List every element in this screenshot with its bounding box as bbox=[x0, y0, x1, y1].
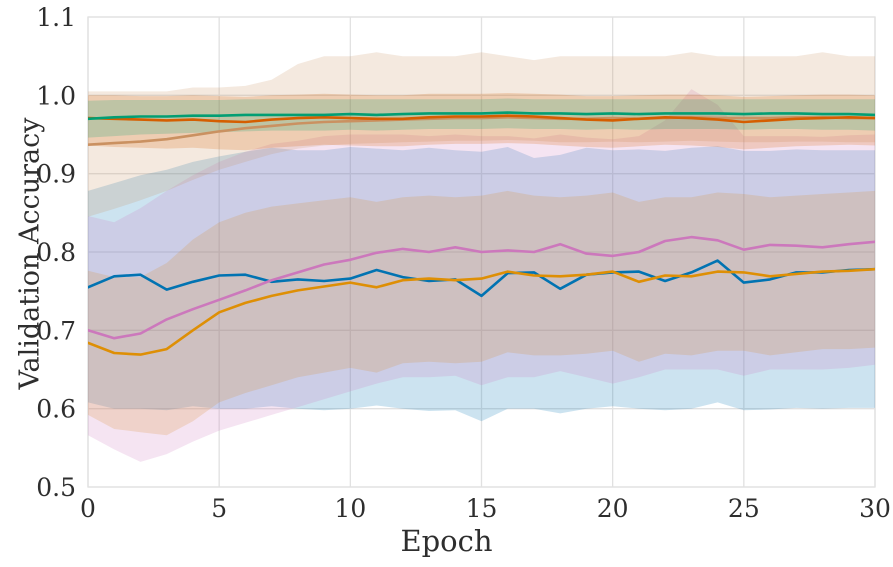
series-line-green bbox=[88, 111, 875, 121]
x-tick-label: 25 bbox=[728, 494, 760, 523]
series-line-amber bbox=[88, 267, 875, 356]
x-tick-label: 5 bbox=[211, 494, 227, 523]
plot-border bbox=[87, 16, 876, 488]
series-line-vermilion bbox=[88, 114, 875, 124]
series-band-sand bbox=[88, 52, 875, 217]
y-tick-label: 0.8 bbox=[36, 238, 76, 267]
series-lines bbox=[88, 111, 875, 356]
series-band-amber bbox=[88, 190, 875, 436]
series-band-blue bbox=[88, 146, 875, 422]
tick-labels: 0 5 10 15 20 25 30 0.5 0.6 0.7 0.8 0.9 1.0 1.1 bbox=[36, 3, 891, 523]
x-tick-label: 30 bbox=[859, 494, 891, 523]
series-band-vermilion bbox=[88, 93, 875, 151]
y-tick-label: 0.6 bbox=[36, 395, 76, 424]
series-line-pink bbox=[88, 235, 875, 340]
y-tick-label: 1.1 bbox=[36, 3, 76, 32]
series-band-pink bbox=[88, 89, 875, 462]
y-tick-label: 0.9 bbox=[36, 160, 76, 189]
x-tick-label: 15 bbox=[466, 494, 498, 523]
x-axis-label: Epoch bbox=[400, 524, 493, 558]
y-tick-label: 0.5 bbox=[36, 473, 76, 502]
y-tick-label: 0.7 bbox=[36, 316, 76, 345]
series-line-blue bbox=[88, 259, 875, 298]
series-line-sand bbox=[88, 116, 875, 146]
y-tick-label: 1.0 bbox=[36, 81, 76, 110]
gridlines bbox=[87, 16, 876, 488]
x-tick-label: 0 bbox=[80, 494, 96, 523]
y-axis-label: Validation Accuracy bbox=[14, 117, 46, 390]
x-tick-label: 20 bbox=[597, 494, 629, 523]
x-tick-label: 10 bbox=[334, 494, 366, 523]
